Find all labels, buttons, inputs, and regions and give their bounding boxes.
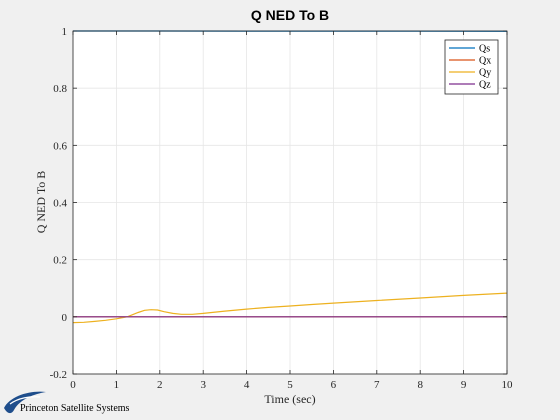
- x-tick-label: 3: [200, 379, 206, 391]
- legend-label-qs: Qs: [479, 44, 490, 55]
- y-tick-label: 0.6: [53, 140, 67, 152]
- y-tick-label: -0.2: [50, 369, 67, 381]
- legend-box: [444, 39, 499, 95]
- x-tick-label: 5: [287, 379, 293, 391]
- y-tick-label: 1: [62, 26, 68, 38]
- logo-swoosh-accent-icon: [9, 396, 41, 405]
- logo-text: Princeton Satellite Systems: [20, 403, 130, 414]
- y-tick-label: 0.8: [53, 83, 67, 95]
- x-tick-label: 10: [502, 379, 514, 391]
- x-tick-label: 9: [461, 379, 467, 391]
- x-axis-label: Time (sec): [264, 392, 315, 406]
- ticks: 0 1 2 3 4 5 6 7 8 9 10-0.200.20.40.60.81: [50, 26, 513, 391]
- x-tick-label: 6: [331, 379, 337, 391]
- chart-title: Q NED To B: [251, 7, 329, 23]
- logo: Princeton Satellite Systems: [4, 391, 130, 414]
- x-tick-label: 1: [114, 379, 120, 391]
- y-axis-label: Q NED To B: [34, 171, 48, 234]
- x-tick-label: 2: [157, 379, 163, 391]
- series-line-qy: [72, 292, 508, 324]
- y-tick-label: 0: [62, 312, 68, 324]
- x-tick-label: 0: [70, 379, 76, 391]
- legend-label-qz: Qz: [479, 80, 491, 91]
- y-tick-label: 0.2: [53, 255, 67, 267]
- y-tick-label: 0.4: [53, 198, 67, 210]
- legend-label-qy: Qy: [479, 68, 491, 79]
- legend-label-qx: Qx: [479, 56, 491, 67]
- x-tick-label: 7: [374, 379, 380, 391]
- x-tick-label: 8: [417, 379, 423, 391]
- x-tick-label: 4: [244, 379, 250, 391]
- logo-swoosh-icon: [4, 391, 46, 414]
